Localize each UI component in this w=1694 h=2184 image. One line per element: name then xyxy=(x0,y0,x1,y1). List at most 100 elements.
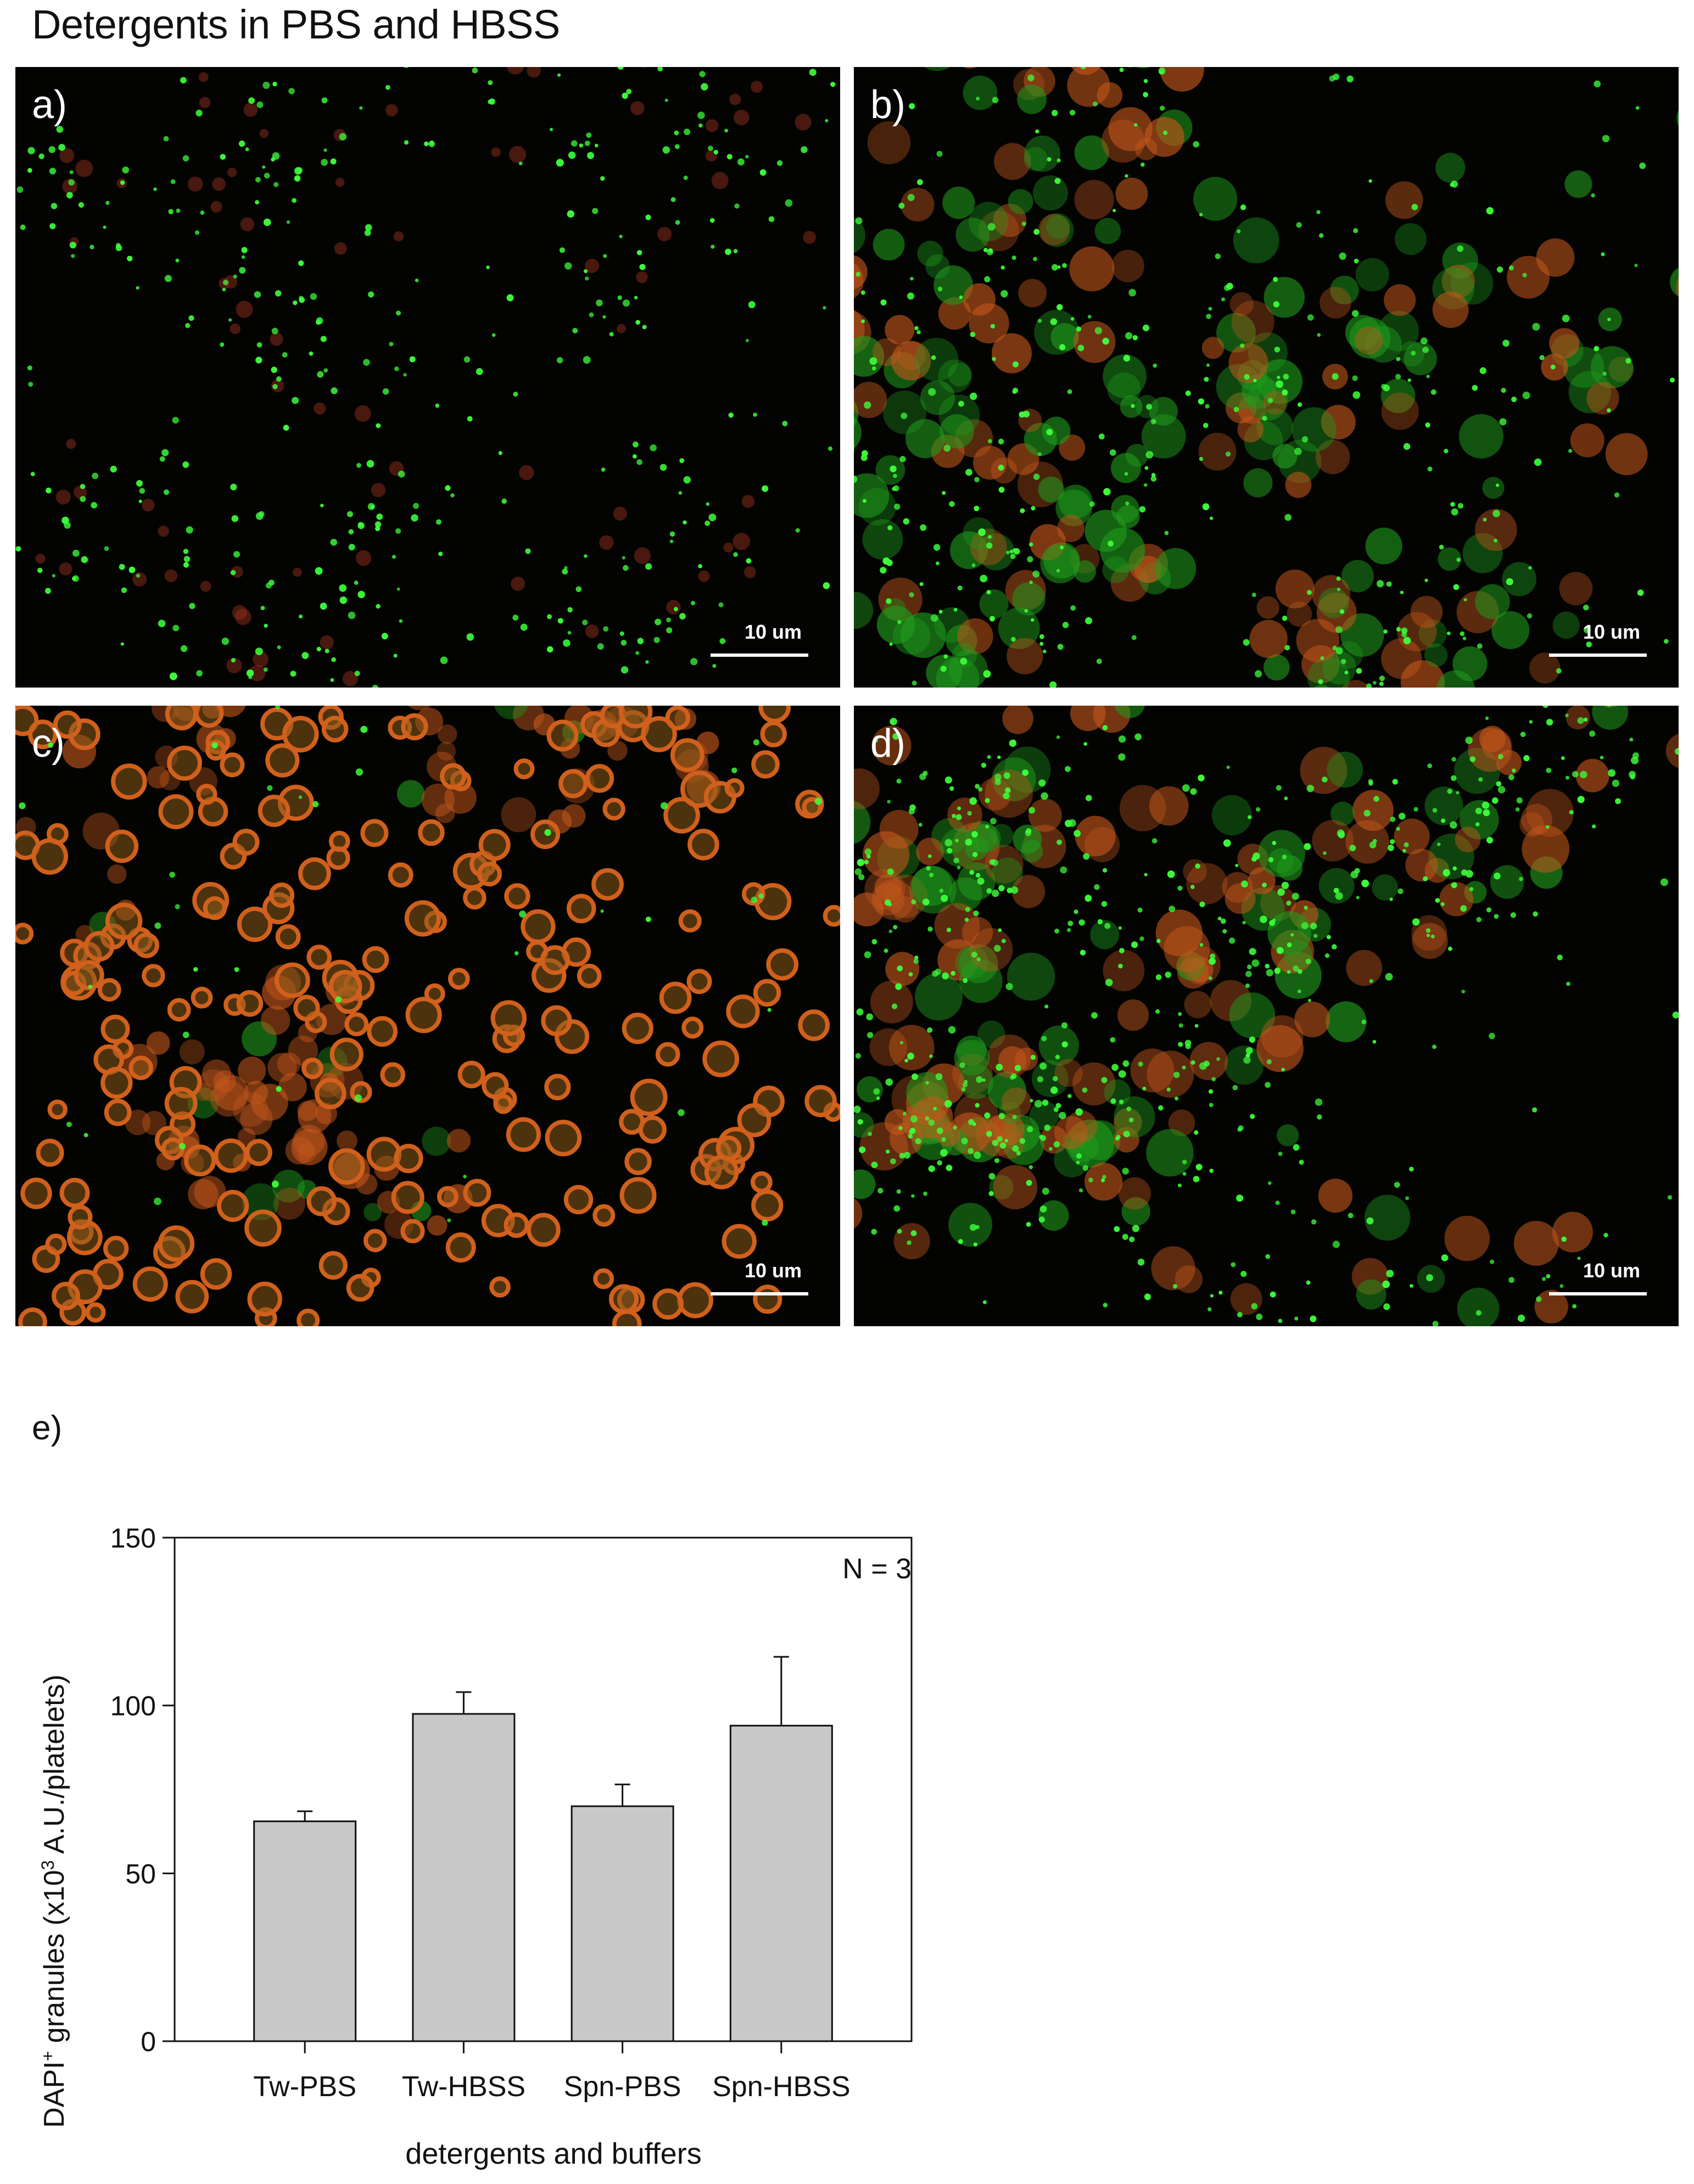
dapi-granule xyxy=(1440,902,1445,907)
micrograph-panel-b: b) 10 um xyxy=(854,67,1679,688)
platelet-ring xyxy=(111,763,147,800)
platelet-ring xyxy=(301,1057,323,1080)
dapi-granule xyxy=(982,1078,986,1082)
dapi-granule xyxy=(993,945,1001,952)
dapi-granule xyxy=(1140,163,1145,167)
dapi-granule xyxy=(1495,483,1500,487)
dapi-granule xyxy=(301,652,309,660)
dapi-granule xyxy=(188,315,194,321)
dapi-granule xyxy=(1208,306,1212,311)
dapi-granule xyxy=(180,645,188,652)
dapi-granule xyxy=(568,151,576,159)
dapi-granule xyxy=(121,587,127,593)
dapi-granule xyxy=(392,555,396,559)
dapi-granule xyxy=(1122,1168,1129,1175)
platelet-ring xyxy=(677,1282,713,1319)
platelet-blob xyxy=(1039,213,1074,247)
dapi-granule xyxy=(1144,1293,1151,1300)
panel-label-e: e) xyxy=(32,1409,63,1447)
platelet-ring xyxy=(670,738,705,772)
dapi-granule xyxy=(1396,627,1401,632)
dapi-granule xyxy=(1601,252,1605,256)
dapi-granule xyxy=(1049,681,1057,688)
dapi-granule xyxy=(965,839,972,846)
dapi-granule xyxy=(1561,756,1565,760)
dapi-granule xyxy=(1332,1241,1340,1248)
platelet-blob xyxy=(985,845,1024,884)
dapi-granule xyxy=(556,357,563,364)
dapi-granule xyxy=(862,450,868,457)
dapi-granule xyxy=(1390,816,1396,822)
scalebar-text-a: 10 um xyxy=(744,621,802,643)
dapi-granule xyxy=(1182,1159,1187,1165)
platelet-blob xyxy=(1444,1215,1490,1261)
dapi-granule xyxy=(1372,1040,1377,1044)
dapi-granule xyxy=(1306,785,1314,792)
dapi-granule xyxy=(90,244,94,250)
dapi-granule xyxy=(272,384,278,389)
dapi-granule xyxy=(1299,1159,1304,1165)
dapi-granule xyxy=(994,773,1002,781)
platelet-ring xyxy=(622,1013,653,1044)
dapi-granule xyxy=(161,449,169,456)
platelet-blob xyxy=(1355,258,1389,292)
dapi-granule xyxy=(669,531,675,537)
dapi-granule xyxy=(1394,1182,1400,1188)
dapi-granule xyxy=(357,590,365,599)
dapi-granule xyxy=(1062,622,1069,628)
platelet-ring xyxy=(83,931,115,962)
dapi-granule xyxy=(890,720,894,724)
platelet-blob xyxy=(334,242,347,255)
dapi-granule xyxy=(1184,1040,1192,1047)
dapi-granule xyxy=(1485,716,1489,720)
dapi-granule xyxy=(639,264,646,270)
dapi-granule xyxy=(359,106,363,110)
dapi-granule xyxy=(271,327,278,334)
platelet-blob xyxy=(1084,827,1120,863)
dapi-granule xyxy=(1305,958,1311,964)
dapi-granule xyxy=(1313,934,1318,938)
dapi-granule xyxy=(1432,808,1438,813)
dapi-granule xyxy=(1059,344,1066,350)
dapi-granule xyxy=(1477,643,1483,649)
dapi-granule xyxy=(394,366,399,371)
dapi-granule xyxy=(356,463,361,468)
dapi-granule xyxy=(1070,317,1075,321)
dapi-granule xyxy=(48,146,55,153)
dapi-granule xyxy=(506,294,514,301)
dapi-granule xyxy=(466,633,474,641)
platelet-blob xyxy=(506,67,524,75)
dapi-granule xyxy=(600,176,605,181)
dapi-granule xyxy=(909,1127,916,1134)
dapi-granule xyxy=(153,187,157,191)
dapi-granule xyxy=(564,262,572,270)
platelet-blob xyxy=(917,241,943,267)
platelet-blob xyxy=(1435,153,1466,183)
platelet-ring xyxy=(97,978,121,1002)
dapi-granule xyxy=(83,1133,88,1137)
dapi-granule xyxy=(1209,1169,1214,1173)
platelet-ring xyxy=(405,997,442,1034)
platelet-blob xyxy=(236,300,253,318)
platelet-blob xyxy=(954,1040,990,1076)
dapi-granule xyxy=(1065,766,1071,772)
dapi-granule xyxy=(759,169,767,176)
platelet-ring xyxy=(214,1138,248,1173)
dapi-granule xyxy=(776,160,783,166)
dapi-granule xyxy=(1397,888,1404,895)
dapi-granule xyxy=(1522,392,1530,399)
platelet-blob xyxy=(1102,119,1145,163)
platelet-blob xyxy=(55,489,71,505)
dapi-granule xyxy=(286,220,290,224)
dapi-granule xyxy=(659,463,667,471)
dapi-granule xyxy=(404,140,409,145)
platelet-blob xyxy=(342,671,358,686)
platelet-blob xyxy=(1313,685,1329,688)
platelet-blob xyxy=(234,608,251,625)
platelet-blob xyxy=(1114,1127,1139,1153)
dapi-granule xyxy=(463,356,471,363)
platelet-blob xyxy=(955,217,990,252)
dapi-granule xyxy=(567,630,572,635)
platelet-blob xyxy=(1315,439,1350,474)
dapi-granule xyxy=(973,911,979,917)
